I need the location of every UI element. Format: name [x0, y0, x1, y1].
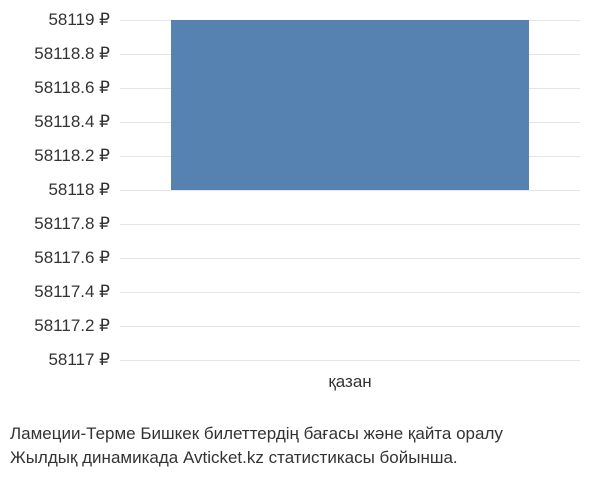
gridline	[120, 224, 580, 225]
caption-line-1: Ламеции-Терме Бишкек билеттердің бағасы …	[10, 422, 503, 446]
caption-line-2: Жылдық динамикада Avticket.kz статистика…	[10, 446, 503, 470]
y-tick-label: 58117.4 ₽	[34, 282, 110, 302]
y-tick-label: 58117.6 ₽	[34, 248, 110, 268]
gridline	[120, 292, 580, 293]
y-tick-label: 58118.4 ₽	[34, 112, 110, 132]
gridline	[120, 360, 580, 361]
y-tick-label: 58118 ₽	[48, 180, 110, 200]
y-tick-label: 58118.6 ₽	[34, 78, 110, 98]
y-tick-label: 58117.2 ₽	[34, 316, 110, 336]
y-tick-label: 58119 ₽	[48, 10, 110, 30]
x-tick-label: қазан	[328, 372, 371, 392]
bar	[171, 20, 530, 190]
y-tick-label: 58117 ₽	[48, 350, 110, 370]
plot-area	[120, 20, 580, 360]
chart-area: 58119 ₽58118.8 ₽58118.6 ₽58118.4 ₽58118.…	[0, 20, 580, 390]
y-tick-label: 58117.8 ₽	[34, 214, 110, 234]
gridline	[120, 190, 580, 191]
chart-caption: Ламеции-Терме Бишкек билеттердің бағасы …	[10, 422, 503, 470]
y-tick-label: 58118.8 ₽	[34, 44, 110, 64]
y-tick-label: 58118.2 ₽	[34, 146, 110, 166]
y-axis: 58119 ₽58118.8 ₽58118.6 ₽58118.4 ₽58118.…	[0, 20, 120, 360]
gridline	[120, 258, 580, 259]
gridline	[120, 326, 580, 327]
